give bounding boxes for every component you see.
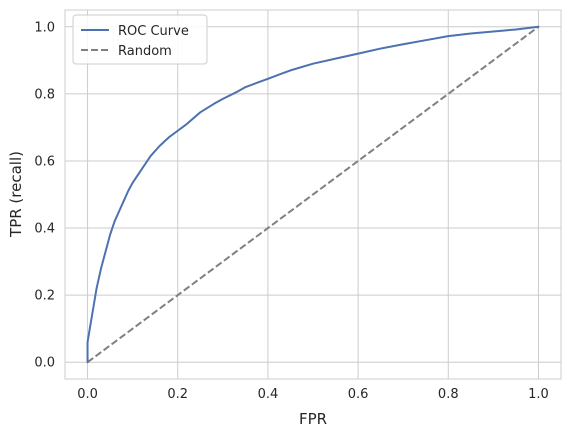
- x-tick-label: 0.4: [258, 387, 279, 402]
- y-tick-label: 0.0: [34, 356, 55, 371]
- legend: ROC Curve Random: [72, 14, 208, 65]
- x-tick-label: 0.6: [348, 387, 369, 402]
- legend-box: [72, 14, 208, 65]
- y-tick-label: 0.6: [34, 154, 55, 169]
- x-tick-label: 0.8: [438, 387, 459, 402]
- y-tick-label: 0.4: [34, 222, 55, 237]
- x-tick-label: 0.0: [77, 387, 98, 402]
- legend-label-random: Random: [118, 44, 172, 59]
- x-tick-labels: 0.0 0.2 0.4 0.6 0.8 1.0: [77, 387, 549, 402]
- y-tick-label: 0.2: [34, 289, 55, 304]
- x-tick-label: 0.2: [167, 387, 188, 402]
- y-tick-label: 1.0: [34, 20, 55, 35]
- x-axis-label: FPR: [299, 410, 327, 428]
- y-tick-label: 0.8: [34, 87, 55, 102]
- y-axis-label: TPR (recall): [7, 151, 25, 238]
- series-line-random: [86, 25, 540, 364]
- series-layer: [86, 25, 540, 364]
- y-tick-labels: 0.0 0.2 0.4 0.6 0.8 1.0: [34, 20, 55, 370]
- series-line-roc-curve: [86, 25, 540, 364]
- legend-label-roc-curve: ROC Curve: [118, 24, 189, 39]
- x-tick-label: 1.0: [528, 387, 549, 402]
